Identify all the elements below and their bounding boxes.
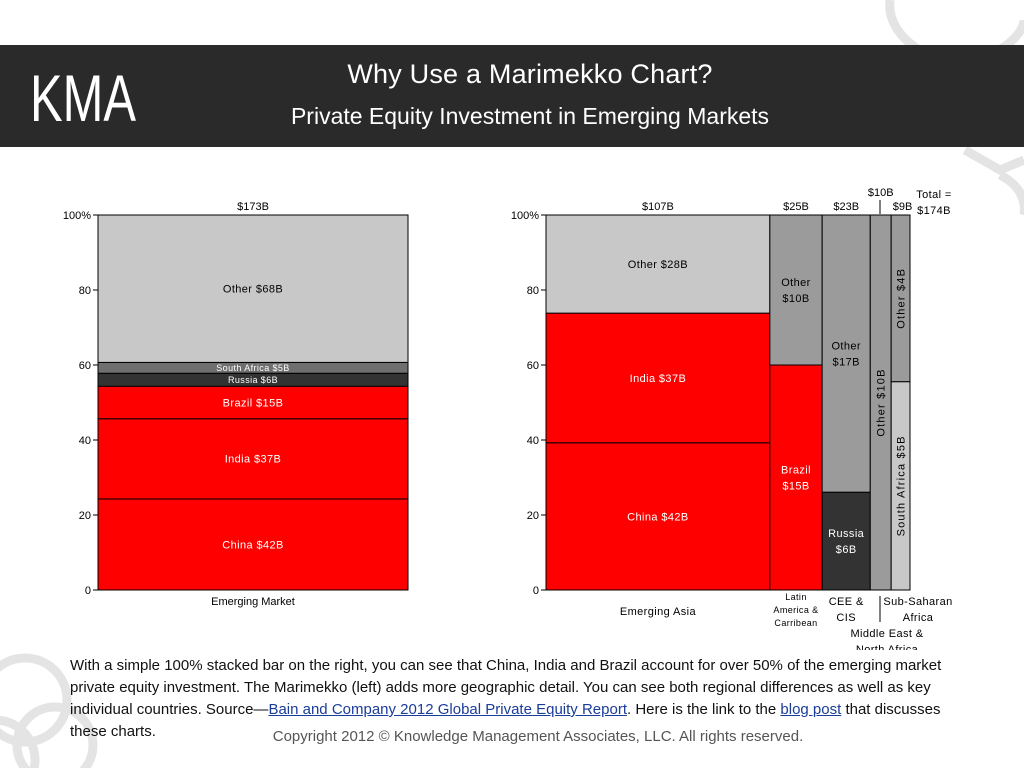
chart2-col1-segment <box>769 214 823 366</box>
caption-part1: With a simple 100% stacked bar on the ri… <box>70 657 942 718</box>
chart1-segment-label: South Africa $5B <box>216 363 289 373</box>
chart2-col0-segment <box>545 442 771 591</box>
chart2-col3-segment-label: Other $10B <box>876 368 888 436</box>
chart1-segment <box>97 385 409 420</box>
chart2-col1-segment <box>769 364 823 591</box>
chart2-ytick-label: 100% <box>511 210 539 222</box>
chart2-col0-segment-label: China $42B <box>627 511 689 523</box>
chart2-category-label: Emerging Asia <box>620 606 697 618</box>
chart1-ytick-label: 20 <box>79 510 91 522</box>
chart2-col0-segment <box>545 312 771 444</box>
chart2-category-label: Latin America & Carribean <box>773 592 818 628</box>
chart2-category-label: Sub-Saharan Africa <box>883 596 952 624</box>
chart1-segment-label: Russia $6B <box>228 375 278 385</box>
chart2-col1-segment-label: Brazil $15B <box>781 464 811 492</box>
chart2-col2-segment-label: Russia $6B <box>828 528 865 556</box>
chart2-ytick-label: 60 <box>527 360 539 372</box>
chart2-col1-segment-label: Other $10B <box>781 277 811 305</box>
chart1-segment <box>97 214 409 363</box>
chart1-segment <box>97 418 409 500</box>
chart2-column-total-label: $25B <box>783 201 809 213</box>
copyright-text: Copyright 2012 © Knowledge Management As… <box>272 728 804 745</box>
caption-part2: . Here is the link to the <box>626 701 781 718</box>
header-bar: KMA Why Use a Marimekko Chart? Private E… <box>0 45 1024 147</box>
chart2-category-label: Middle East & North Africa <box>850 628 923 650</box>
kma-logo: KMA <box>30 63 136 127</box>
chart2-ytick-label: 0 <box>533 585 539 597</box>
chart2-col0-segment-label: India $37B <box>630 373 687 385</box>
chart2-ytick-label: 80 <box>527 285 539 297</box>
chart2-col4-segment <box>890 214 911 383</box>
blog-post-link[interactable]: blog post <box>780 701 842 718</box>
chart1-ytick-label: 80 <box>79 285 91 297</box>
chart2-col4-segment-label: Other $4B <box>895 268 907 329</box>
chart2-column-total-label: $10B <box>868 187 894 199</box>
chart1-segment-label: China $42B <box>222 539 284 551</box>
page-title: Why Use a Marimekko Chart? <box>347 59 713 89</box>
chart2-column-total-label: $9B <box>893 201 913 213</box>
chart1-segment-label: Other $68B <box>223 284 283 296</box>
charts-area: 0 20 40 60 80 100% China $42B India $37B Brazil … <box>63 187 952 650</box>
svg-text:KMA: KMA <box>30 63 136 127</box>
chart2-column-total-label: $107B <box>642 201 674 213</box>
chart2-col2-segment <box>821 214 871 493</box>
caption-text: With a simple 100% stacked bar on the ri… <box>70 655 970 743</box>
chart2-ytick-label: 40 <box>527 435 539 447</box>
chart1-segment <box>97 498 409 591</box>
chart1-total-label: $173B <box>237 201 269 213</box>
chart2-grand-total-label: Total = $174B <box>916 189 952 217</box>
chart1-ytick-label: 40 <box>79 435 91 447</box>
chart1-ytick-label: 100% <box>63 210 91 222</box>
chart2-col2-segment <box>821 491 871 591</box>
chart2-col4-segment-label: South Africa $5B <box>895 435 907 536</box>
chart2-category-label: CEE & CIS <box>829 596 864 624</box>
chart2-column-total-label: $23B <box>833 201 859 213</box>
caption-part3: that discusses these charts. <box>70 701 941 740</box>
chart2-ytick-label: 20 <box>527 510 539 522</box>
chart2-col0-segment-label: Other $28B <box>628 259 688 271</box>
chart1-ytick-label: 60 <box>79 360 91 372</box>
source-link[interactable]: Bain and Company 2012 Global Private Equ… <box>268 701 627 718</box>
chart1-ytick-label: 0 <box>85 585 91 597</box>
page-subtitle: Private Equity Investment in Emerging Ma… <box>290 103 770 129</box>
chart2-col2-segment-label: Other $17B <box>831 340 861 368</box>
chart1-segment-label: India $37B <box>225 454 282 466</box>
chart1-category-label: Emerging Market <box>211 596 295 608</box>
chart2-col0-segment <box>545 214 771 314</box>
chart1-segment-label: Brazil $15B <box>223 397 284 409</box>
